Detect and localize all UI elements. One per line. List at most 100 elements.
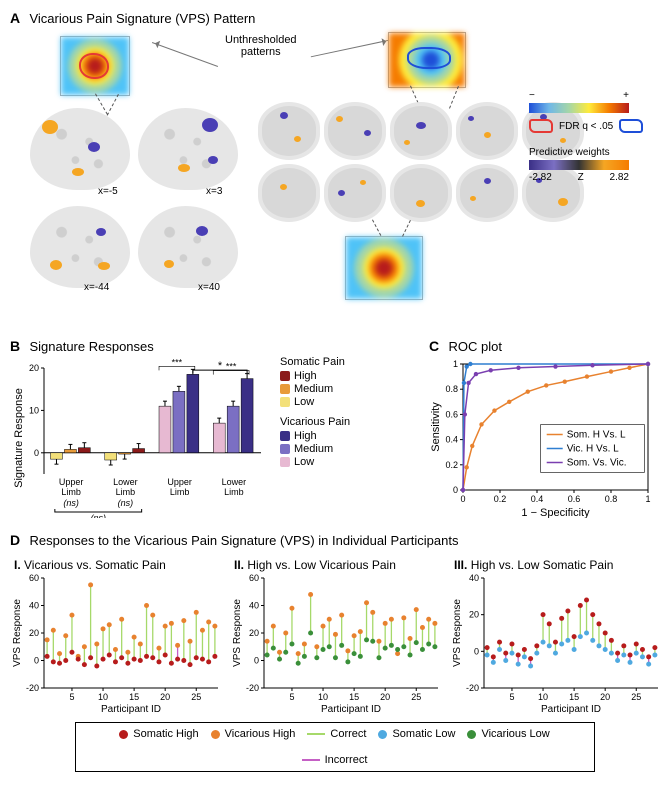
svg-text:0.4: 0.4 xyxy=(531,494,544,504)
svg-text:-20: -20 xyxy=(26,683,39,693)
fdr-blue-key xyxy=(619,119,643,133)
spectrum-minus: − xyxy=(529,90,535,101)
svg-text:VPS Response: VPS Response xyxy=(232,599,243,667)
roc-plot: 00.20.40.60.8100.20.40.60.811 − Specific… xyxy=(429,358,654,518)
svg-text:20: 20 xyxy=(600,692,610,702)
lg-vic-high xyxy=(280,431,290,441)
lg-d-viclow xyxy=(467,730,476,739)
lg-d-incorrect xyxy=(302,759,320,761)
svg-text:20: 20 xyxy=(469,610,479,620)
legend-somatic-title: Somatic Pain xyxy=(280,356,419,368)
svg-text:40: 40 xyxy=(469,574,479,583)
lg-d-correct xyxy=(307,733,325,735)
axial-slice xyxy=(456,102,518,160)
fdr-label: FDR q < .05 xyxy=(559,121,613,132)
coord-1: x=3 xyxy=(206,186,222,197)
svg-text:0: 0 xyxy=(254,656,259,666)
lg-d-somhigh xyxy=(119,730,128,739)
lg-d-somlow xyxy=(378,730,387,739)
colorbar-block: − + FDR q < .05 Predictive weights -2.82… xyxy=(529,90,659,183)
lg-d-vichigh xyxy=(211,730,220,739)
subpanel-III: III. High vs. Low Somatic Pain -20020405… xyxy=(450,552,662,714)
svg-text:Limb: Limb xyxy=(224,487,244,497)
svg-text:15: 15 xyxy=(569,692,579,702)
weights-min: -2.82 xyxy=(529,172,552,183)
svg-text:Sensitivity: Sensitivity xyxy=(430,402,442,452)
svg-text:10: 10 xyxy=(318,692,328,702)
panel-d-title: Responses to the Vicarious Pain Signatur… xyxy=(29,533,458,548)
svg-text:Limb: Limb xyxy=(61,487,81,497)
svg-text:Lower: Lower xyxy=(222,477,247,487)
svg-text:***: *** xyxy=(172,358,183,367)
svg-text:40: 40 xyxy=(29,601,39,611)
weights-z: Z xyxy=(578,172,584,183)
svg-text:10: 10 xyxy=(538,692,548,702)
axial-slice xyxy=(324,164,386,222)
brain-sagittal-1 xyxy=(30,108,130,190)
svg-text:Participant ID: Participant ID xyxy=(101,704,161,714)
spectrum-plus: + xyxy=(623,90,629,101)
svg-text:1 − Specificity: 1 − Specificity xyxy=(521,507,590,518)
svg-text:VPS Response: VPS Response xyxy=(452,599,463,667)
callout-2 xyxy=(107,94,119,116)
svg-text:0.6: 0.6 xyxy=(445,409,458,419)
svg-text:0: 0 xyxy=(460,494,465,504)
weights-label: Predictive weights xyxy=(529,147,659,158)
svg-text:15: 15 xyxy=(129,692,139,702)
svg-text:20: 20 xyxy=(29,628,39,638)
arrow-right xyxy=(311,40,389,58)
panel-b-label: B xyxy=(10,338,20,354)
svg-text:Som. H Vs. L: Som. H Vs. L xyxy=(567,429,626,440)
panel-c-title: ROC plot xyxy=(448,339,501,354)
svg-text:20: 20 xyxy=(29,363,39,373)
panel-b-title: Signature Responses xyxy=(29,339,153,354)
weights-bar xyxy=(529,160,629,170)
legend-bc: Somatic Pain High Medium Low Vicarious P… xyxy=(280,338,419,469)
svg-text:10: 10 xyxy=(29,405,39,415)
spectrum-bar xyxy=(529,103,629,113)
lg-som-high xyxy=(280,371,290,381)
lg-som-low xyxy=(280,397,290,407)
fdr-red-key xyxy=(529,119,553,133)
callout-6 xyxy=(402,220,411,237)
lg-som-med xyxy=(280,384,290,394)
svg-text:1: 1 xyxy=(645,494,650,504)
svg-text:25: 25 xyxy=(411,692,421,702)
panel-a-title: Vicarious Pain Signature (VPS) Pattern xyxy=(29,11,255,26)
svg-text:10: 10 xyxy=(98,692,108,702)
axial-slice xyxy=(258,102,320,160)
heatmap-inset-red xyxy=(60,36,130,96)
brain-sagittal-2 xyxy=(138,108,238,190)
svg-text:Upper: Upper xyxy=(167,477,192,487)
panel-c: C ROC plot 00.20.40.60.8100.20.40.60.811… xyxy=(429,338,659,518)
svg-text:60: 60 xyxy=(29,574,39,583)
svg-text:Lower: Lower xyxy=(113,477,138,487)
svg-text:0: 0 xyxy=(453,485,458,495)
brain-montage: Unthresholded patterns x=-5 x=3 xyxy=(10,30,659,320)
svg-text:0.2: 0.2 xyxy=(445,460,458,470)
svg-text:Limb: Limb xyxy=(116,487,136,497)
svg-text:*: * xyxy=(218,360,223,372)
scatter-d3: -2002040510152025VPS ResponseParticipant… xyxy=(450,574,662,714)
svg-text:5: 5 xyxy=(509,692,514,702)
svg-text:Participant ID: Participant ID xyxy=(321,704,381,714)
heatmap-inset-blue xyxy=(388,32,466,88)
panel-b: B Signature Responses 0 10 20 Signature Res… xyxy=(10,338,270,518)
coord-0: x=-5 xyxy=(98,186,118,197)
scatter-d1: -200204060510152025VPS ResponseParticipa… xyxy=(10,574,222,714)
axial-slice xyxy=(390,164,452,222)
arrow-left xyxy=(152,42,218,67)
panel-d-label: D xyxy=(10,532,20,548)
panel-a-label: A xyxy=(10,10,20,26)
svg-text:5: 5 xyxy=(289,692,294,702)
axial-slice xyxy=(456,164,518,222)
svg-text:5: 5 xyxy=(69,692,74,702)
axial-slice xyxy=(390,102,452,160)
svg-text:Signature Response: Signature Response xyxy=(13,388,25,488)
svg-text:VPS Response: VPS Response xyxy=(12,599,23,667)
svg-text:0: 0 xyxy=(34,448,39,458)
scatter-d2: -200204060510152025VPS ResponseParticipa… xyxy=(230,574,442,714)
axial-slice xyxy=(324,102,386,160)
panel-a-header: A Vicarious Pain Signature (VPS) Pattern xyxy=(10,10,659,26)
subpanel-II: II. High vs. Low Vicarious Pain -2002040… xyxy=(230,552,442,714)
